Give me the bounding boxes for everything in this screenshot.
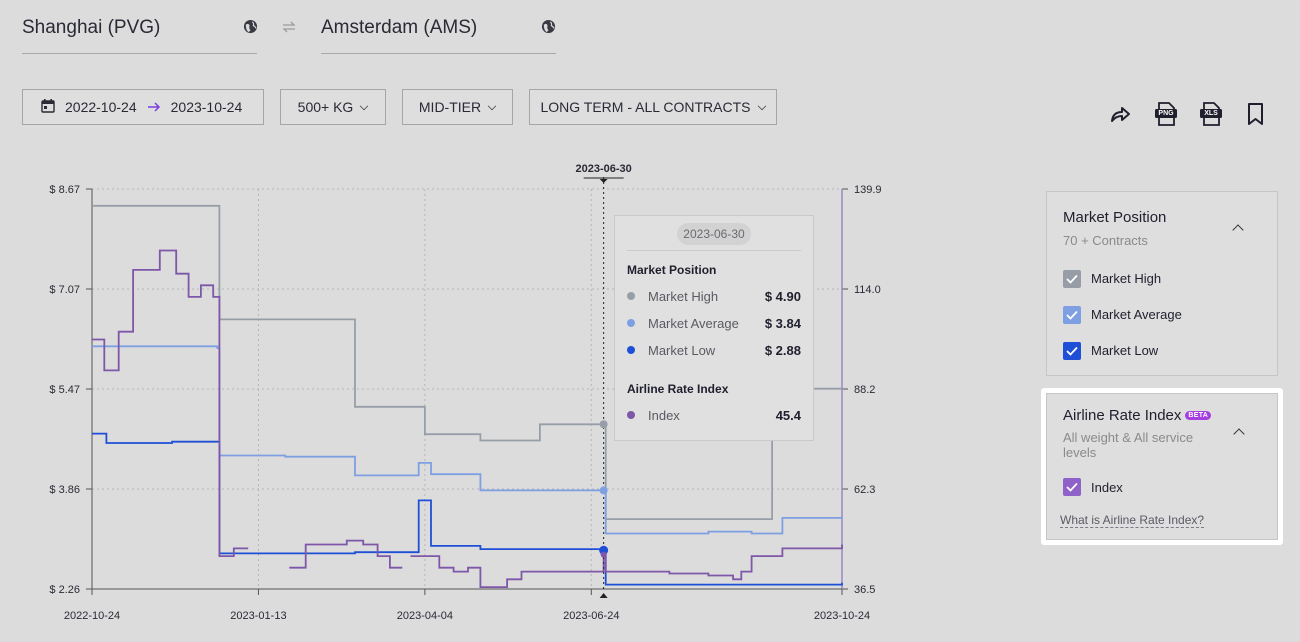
xls-label: XLS [1204,110,1218,117]
tooltip-index-value: 45.4 [775,408,801,423]
collapse-icon[interactable] [1233,428,1245,440]
market-checkbox-market-average[interactable] [1063,306,1081,324]
market-position-panel: Market Position 70 + Contracts Market Hi… [1046,191,1278,376]
y-right-tick-label: 139.9 [854,184,882,196]
hover-date-label: 2023-06-30 [576,163,632,175]
hover-point-market-low [599,545,609,555]
tooltip-row-value: $ 2.88 [764,343,801,358]
series-line-market-low [92,432,843,586]
market-checkbox-market-high[interactable] [1063,270,1081,288]
y-right-tick-label: 114.0 [854,284,881,296]
hover-point-market-high [599,420,608,429]
market-checkbox-label: Market Low [1091,343,1159,358]
market-checkbox-market-low[interactable] [1063,342,1081,360]
date-range-picker[interactable]: 2022-10-24 2023-10-24 [22,89,264,125]
hover-marker-top [599,179,608,183]
y-right-tick-label: 36.5 [854,584,875,596]
chevron-down-icon [487,101,497,110]
y-left-tick-label: $ 7.07 [49,284,80,296]
index-checkbox[interactable] [1063,478,1081,496]
hover-marker-bottom [599,593,608,598]
tier-value: MID-TIER [418,99,482,115]
globe-icon [541,19,556,34]
market-panel-title: Market Position [1063,209,1167,226]
bookmark-icon[interactable] [1243,101,1269,127]
tooltip-row-value: $ 3.84 [764,316,801,331]
index-panel-subtitle: All weight & All service levels [1063,430,1194,460]
index-panel-title: Airline Rate Index BETA [1063,407,1212,424]
contract-dropdown[interactable]: LONG TERM - ALL CONTRACTS [529,89,777,125]
calendar-icon [41,98,55,113]
contract-value: LONG TERM - ALL CONTRACTS [540,99,751,115]
chevron-down-icon [360,101,369,110]
hover-point-index [600,551,607,558]
rate-index-info-link[interactable]: What is Airline Rate Index? [1060,513,1205,528]
tooltip-row-label: Market Low [648,343,716,358]
tier-dropdown[interactable]: MID-TIER [402,89,513,125]
tooltip-row-dot [627,292,635,300]
y-left-tick-label: $ 2.26 [49,584,80,596]
export-xls-button[interactable]: XLS [1198,101,1224,127]
tooltip-date: 2023-06-30 [683,227,745,241]
chart-tooltip: 2023-06-30 Market Position Market High $ … [614,215,814,441]
x-tick-label: 2023-06-24 [563,610,619,622]
tooltip-date-pill [677,223,751,245]
export-png-button[interactable]: PNG [1153,101,1179,127]
tooltip-row-label: Market Average [648,316,739,331]
weight-dropdown[interactable]: 500+ KG [280,89,386,125]
destination-field[interactable]: Amsterdam (AMS) [321,0,556,54]
tooltip-row-value: $ 4.90 [764,289,801,304]
x-tick-label: 2023-04-04 [397,610,453,622]
series-line-market-high [92,204,842,520]
share-icon[interactable] [1108,101,1134,127]
chevron-down-icon [757,101,766,110]
market-panel-subtitle: 70 + Contracts [1063,233,1148,248]
x-tick-label: 2023-01-13 [230,610,286,622]
destination-value: Amsterdam (AMS) [321,17,478,38]
y-left-tick-label: $ 3.86 [49,484,80,496]
y-right-tick-label: 88.2 [854,384,875,396]
tooltip-index-title: Airline Rate Index [627,382,729,396]
origin-field[interactable]: Shanghai (PVG) [22,0,258,54]
tooltip-index-label: Index [648,408,680,423]
rate-chart[interactable]: $ 2.26 36.5 $ 3.86 62.3 $ 5.47 88.2 $ 7.07 114.… [0,150,900,630]
rate-index-panel: Airline Rate Index BETA All weight & All … [1041,388,1283,545]
index-panel-title-text: Airline Rate Index [1063,407,1182,424]
tooltip-row-label: Market High [648,289,719,304]
market-checkbox-label: Market High [1091,271,1162,286]
arrow-right-icon [147,102,160,112]
collapse-icon[interactable] [1232,224,1244,236]
index-checkbox-label: Index [1091,480,1123,495]
x-tick-label: 2022-10-24 [64,610,120,622]
globe-icon [243,19,258,34]
file-png-icon [1155,102,1177,126]
swap-arrows-icon[interactable] [281,19,297,35]
date-from: 2022-10-24 [65,99,137,115]
y-left-tick-label: $ 8.67 [49,184,80,196]
tooltip-row-dot [627,346,635,354]
tooltip-divider [627,250,801,251]
y-right-tick-label: 62.3 [854,484,875,496]
origin-value: Shanghai (PVG) [22,17,161,38]
png-label: PNG [1158,110,1174,117]
tooltip-row-dot [627,319,635,327]
hover-point-market-average [599,486,608,495]
date-to: 2023-10-24 [170,99,243,115]
x-tick-label: 2023-10-24 [814,610,870,622]
tooltip-market-title: Market Position [627,263,717,277]
weight-value: 500+ KG [297,99,354,115]
series-line-market-average [92,345,843,535]
market-checkbox-label: Market Average [1091,307,1182,322]
beta-badge: BETA [1185,411,1212,420]
tooltip-index-dot [627,411,635,419]
file-xls-icon [1200,102,1222,126]
y-left-tick-label: $ 5.47 [49,384,80,396]
rate-index-panel-inner: Airline Rate Index BETA All weight & All … [1046,393,1278,540]
